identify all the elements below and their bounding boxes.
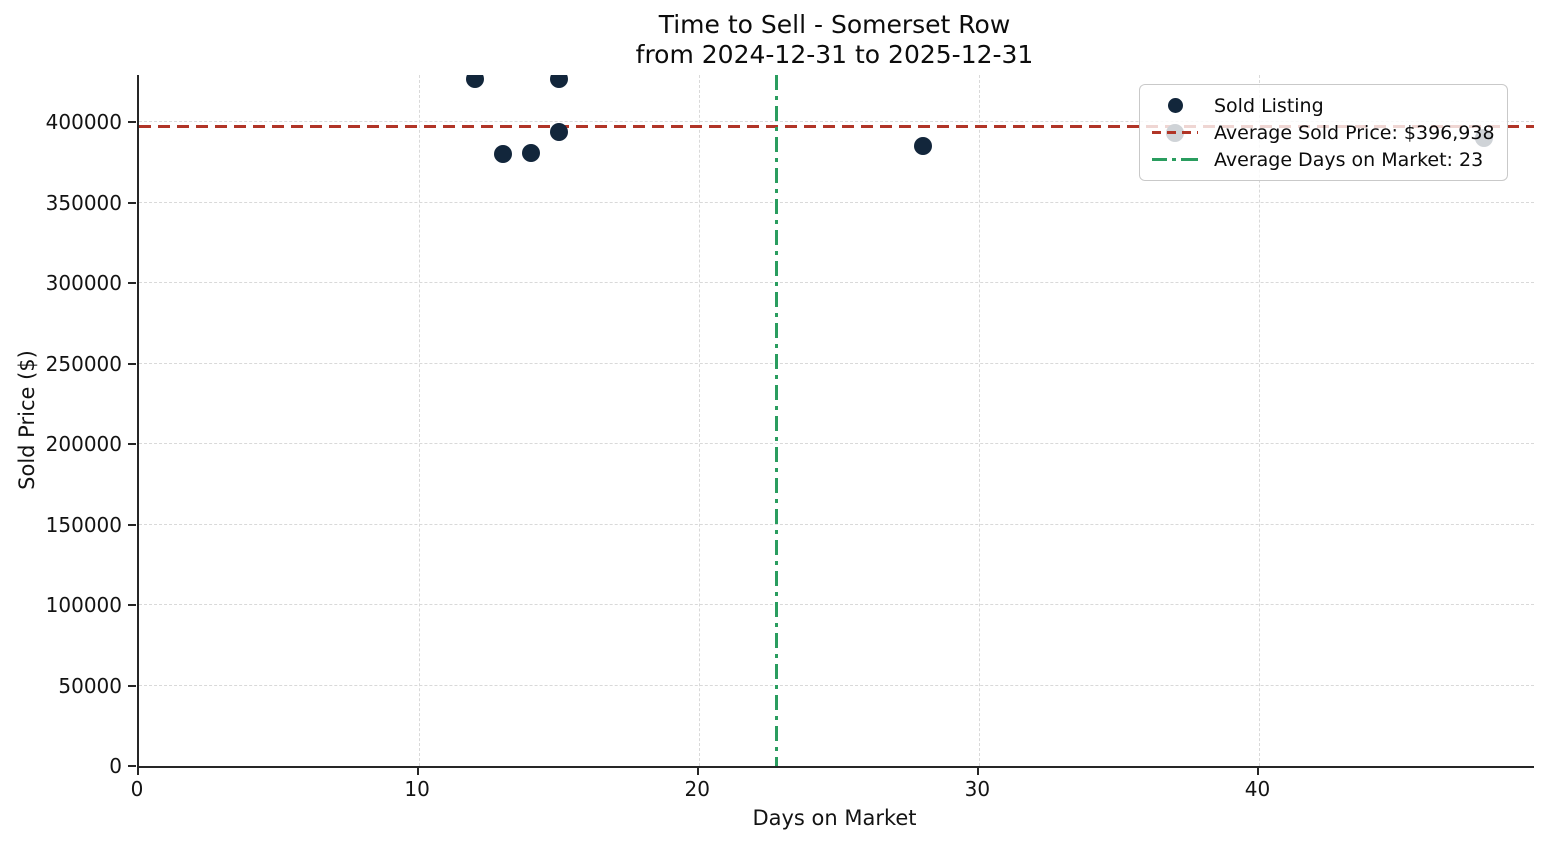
- plot-area: [137, 75, 1534, 768]
- legend: Sold Listing Average Sold Price: $396,93…: [1139, 84, 1508, 181]
- y-tick-label-100000: 100000: [45, 593, 122, 618]
- y-tick-label-50000: 50000: [58, 673, 122, 698]
- y-tick-mark-0: [128, 765, 136, 767]
- dashdot-line-icon: [1152, 158, 1198, 161]
- scatter-point: [494, 145, 513, 164]
- gridline-y-300000: [139, 282, 1534, 284]
- gridline-x-20: [699, 75, 701, 766]
- x-tick-mark-10: [417, 767, 420, 775]
- scatter-point: [466, 75, 485, 88]
- y-tick-mark-50000: [128, 684, 136, 687]
- y-tick-mark-200000: [128, 443, 136, 446]
- y-tick-mark-100000: [128, 604, 136, 607]
- y-tick-mark-400000: [128, 121, 136, 124]
- y-axis-label: Sold Price ($): [15, 350, 39, 490]
- gridline-y-50000: [139, 684, 1534, 686]
- y-tick-label-150000: 150000: [45, 512, 122, 537]
- y-tick-label-300000: 300000: [45, 271, 122, 296]
- x-tick-label-30: 30: [964, 777, 991, 801]
- y-tick-label-0: 0: [109, 754, 122, 778]
- scatter-point: [522, 144, 541, 163]
- x-tick-mark-30: [977, 767, 980, 775]
- legend-row-sold-listing: Sold Listing: [1152, 92, 1495, 119]
- gridline-y-400000: [139, 121, 1534, 123]
- average-days-on-market-line: [774, 75, 778, 766]
- x-tick-mark-40: [1257, 767, 1260, 775]
- dashed-line-icon: [1152, 131, 1198, 134]
- y-axis: 0 50000 100000 150000 200000 250000 300000 3500…: [0, 75, 136, 777]
- scatter-point: [550, 123, 569, 142]
- x-tick-mark-20: [697, 767, 700, 775]
- x-axis: 0 10 20 30 40: [131, 767, 1532, 812]
- y-tick-mark-150000: [128, 523, 136, 526]
- gridline-x-30: [979, 75, 981, 766]
- scatter-point: [550, 75, 569, 89]
- x-tick-label-0: 0: [130, 777, 144, 801]
- legend-label-sold-listing: Sold Listing: [1214, 94, 1324, 117]
- gridline-y-150000: [139, 523, 1534, 525]
- chart-title: Time to Sell - Somerset Row: [658, 10, 1011, 39]
- y-tick-mark-250000: [128, 362, 136, 365]
- x-axis-label: Days on Market: [752, 806, 917, 830]
- x-tick-label-10: 10: [404, 777, 430, 801]
- y-tick-label-200000: 200000: [45, 432, 122, 457]
- gridline-x-10: [419, 75, 421, 766]
- gridline-x-40: [1259, 75, 1261, 766]
- legend-label-average-sold-price: Average Sold Price: $396,938: [1214, 121, 1495, 144]
- legend-row-average-days: Average Days on Market: 23: [1152, 146, 1495, 173]
- scatter-point: [914, 137, 933, 156]
- average-sold-price-line: [139, 125, 1534, 129]
- y-tick-label-400000: 400000: [45, 110, 122, 135]
- sold-listing-marker-icon: [1152, 98, 1198, 113]
- x-tick-label-20: 20: [684, 777, 710, 801]
- gridline-y-200000: [139, 443, 1534, 445]
- chart-subtitle: from 2024-12-31 to 2025-12-31: [635, 40, 1034, 69]
- gridline-y-350000: [139, 201, 1534, 203]
- y-tick-label-250000: 250000: [45, 351, 122, 376]
- y-tick-mark-350000: [128, 201, 136, 204]
- x-tick-mark-0: [137, 767, 139, 775]
- gridline-y-100000: [139, 604, 1534, 606]
- x-tick-label-40: 40: [1244, 777, 1271, 801]
- legend-label-average-days: Average Days on Market: 23: [1214, 148, 1484, 171]
- gridline-y-250000: [139, 362, 1534, 364]
- title-block: Time to Sell - Somerset Row from 2024-12…: [137, 10, 1532, 70]
- y-tick-label-350000: 350000: [45, 190, 122, 215]
- y-tick-mark-300000: [128, 282, 136, 285]
- legend-row-average-sold-price: Average Sold Price: $396,938: [1152, 119, 1495, 146]
